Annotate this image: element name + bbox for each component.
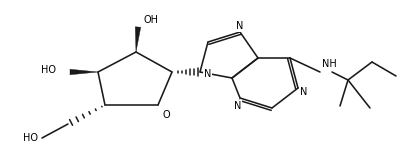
Text: N: N — [234, 101, 242, 111]
Text: HO: HO — [41, 65, 56, 75]
Text: NH: NH — [322, 59, 337, 69]
Text: HO: HO — [22, 133, 38, 143]
Polygon shape — [135, 27, 141, 52]
Text: O: O — [162, 110, 170, 120]
Text: OH: OH — [144, 15, 159, 25]
Text: N: N — [300, 87, 308, 97]
Polygon shape — [70, 69, 98, 75]
Text: N: N — [204, 69, 211, 79]
Text: N: N — [236, 21, 244, 31]
